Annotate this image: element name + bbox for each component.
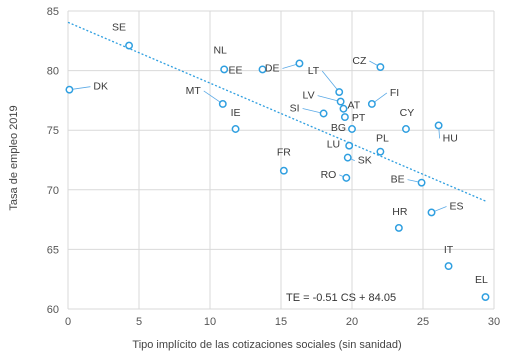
data-point-lv xyxy=(336,97,345,106)
point-label-bg: BG xyxy=(331,122,346,134)
label-leader-line xyxy=(317,95,341,102)
y-tick-label: 60 xyxy=(47,304,59,316)
data-point-ie xyxy=(231,125,240,133)
point-label-lu: LU xyxy=(327,139,340,151)
data-point-fi xyxy=(367,100,376,108)
point-label-es: ES xyxy=(450,200,464,212)
point-label-pt: PT xyxy=(352,112,366,124)
gridlines xyxy=(67,10,495,310)
data-point-ro xyxy=(342,173,351,182)
data-point-ee xyxy=(258,65,267,74)
data-point-hr xyxy=(394,223,403,232)
point-label-lv: LV xyxy=(303,90,315,102)
data-point-lu xyxy=(345,141,354,150)
point-label-el: EL xyxy=(475,274,488,286)
point-label-sk: SK xyxy=(358,155,372,167)
point-label-si: SI xyxy=(290,103,300,115)
x-tick-label: 0 xyxy=(65,316,71,328)
point-label-ee: EE xyxy=(229,64,243,76)
point-label-fi: FI xyxy=(390,87,399,99)
point-label-hu: HU xyxy=(443,132,458,144)
point-label-cz: CZ xyxy=(352,55,367,67)
data-point-fr xyxy=(279,166,288,175)
data-point-it xyxy=(444,262,453,271)
point-label-pl: PL xyxy=(376,133,389,145)
data-point-pt xyxy=(340,113,349,122)
data-point-si xyxy=(319,109,328,118)
point-label-it: IT xyxy=(444,244,454,256)
y-tick-label: 75 xyxy=(47,125,59,137)
x-tick-label: 10 xyxy=(204,316,216,328)
y-tick-label: 85 xyxy=(47,6,59,18)
data-point-dk xyxy=(65,85,74,94)
y-tick-label: 65 xyxy=(47,244,59,256)
data-point-hu xyxy=(434,121,443,130)
point-label-cy: CY xyxy=(400,107,415,119)
trendline-equation: TE = -0.51 CS + 84.05 xyxy=(286,292,396,304)
y-axis-title: Tasa de empleo 2019 xyxy=(8,105,20,210)
data-point-be xyxy=(417,178,426,187)
point-label-nl: NL xyxy=(213,44,227,56)
data-point-lt xyxy=(335,88,344,97)
data-point-sk xyxy=(343,153,352,162)
data-point-cz xyxy=(376,63,385,71)
trendline xyxy=(67,21,488,203)
x-tick-label: 15 xyxy=(275,316,287,328)
point-label-at: AT xyxy=(347,100,360,112)
point-label-lt: LT xyxy=(308,65,320,77)
point-label-mt: MT xyxy=(186,85,202,97)
point-label-dk: DK xyxy=(93,81,108,93)
point-label-ie: IE xyxy=(231,107,241,119)
point-label-be: BE xyxy=(391,174,405,186)
y-tick-label: 70 xyxy=(47,185,59,197)
point-label-hr: HR xyxy=(392,206,408,218)
trendline-group xyxy=(67,21,488,203)
point-label-fr: FR xyxy=(277,147,291,159)
data-point-de xyxy=(295,59,304,68)
point-label-de: DE xyxy=(265,62,280,74)
x-axis-title: Tipo implícito de las cotizaciones socia… xyxy=(132,339,401,351)
point-label-ro: RO xyxy=(321,169,337,181)
x-tick-label: 25 xyxy=(417,316,429,328)
data-point-mt xyxy=(218,100,227,108)
data-point-cy xyxy=(402,125,410,133)
data-point-es xyxy=(427,208,436,217)
x-tick-label: 20 xyxy=(346,316,358,328)
data-point-el xyxy=(481,293,490,302)
axis-ticks: 0 5 10 15 20 25 30 60 65 70 75 80 85 xyxy=(47,6,500,328)
data-point-bg xyxy=(348,125,356,133)
data-point-at xyxy=(339,104,348,113)
label-leader-line xyxy=(321,70,340,93)
x-tick-label: 30 xyxy=(488,316,500,328)
data-point-se xyxy=(125,41,134,50)
y-tick-label: 80 xyxy=(47,66,59,78)
x-tick-label: 5 xyxy=(136,316,142,328)
point-label-se: SE xyxy=(112,22,126,34)
data-point-nl xyxy=(220,65,229,74)
data-points xyxy=(65,41,490,302)
data-point-pl xyxy=(376,147,385,156)
